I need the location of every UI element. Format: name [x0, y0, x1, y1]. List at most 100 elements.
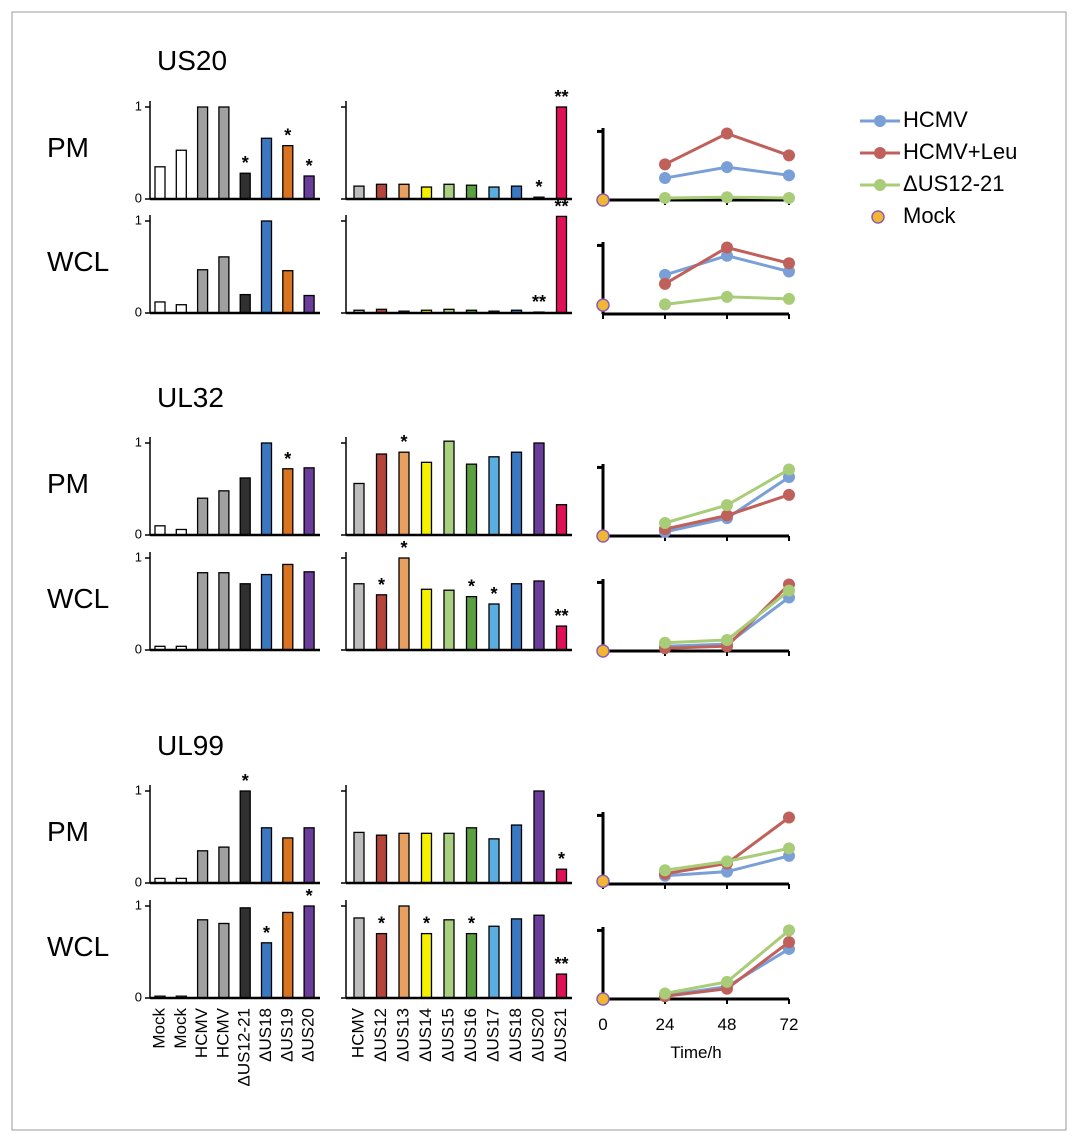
- bar: [239, 907, 251, 999]
- bar: [533, 580, 545, 651]
- legend-marker: [874, 179, 886, 191]
- data-point: [596, 644, 610, 658]
- data-point: [783, 936, 795, 949]
- data-point: [659, 636, 671, 649]
- bar: [353, 917, 365, 999]
- group-title: US20: [157, 45, 227, 76]
- bar: [303, 905, 315, 999]
- significance-mark: *: [490, 584, 497, 604]
- significance-mark: **: [554, 196, 568, 216]
- bar: [375, 932, 388, 999]
- row-label: PM: [47, 816, 89, 847]
- x-tick-label: HCMV: [192, 1007, 211, 1058]
- bar: [488, 456, 500, 536]
- y-tick-label: 1: [135, 212, 142, 227]
- x-tick-label: ΔUS18: [506, 1008, 525, 1062]
- data-point: [783, 149, 795, 162]
- bar: [218, 256, 230, 314]
- bar: [420, 588, 433, 651]
- data-point: [721, 290, 733, 303]
- bar: [239, 172, 251, 200]
- data-point: [783, 169, 795, 182]
- y-tick-label: 0: [135, 526, 142, 541]
- bar: [260, 137, 273, 200]
- x-tick-label: 72: [780, 1015, 799, 1034]
- bar: [510, 185, 523, 200]
- bar: [555, 973, 568, 999]
- significance-mark: *: [468, 914, 475, 934]
- x-tick-label: 24: [656, 1015, 675, 1034]
- bar: [420, 832, 433, 884]
- y-tick-label: 0: [135, 190, 142, 205]
- y-tick-label: 1: [135, 434, 142, 449]
- bar: [282, 911, 294, 999]
- significance-mark: *: [306, 156, 313, 176]
- data-point: [721, 509, 733, 522]
- data-point: [659, 277, 671, 290]
- legend-label: HCMV+Leu: [903, 139, 1017, 164]
- significance-mark: **: [532, 292, 546, 312]
- bar: [510, 824, 523, 884]
- bar: [488, 186, 500, 200]
- bar: [465, 463, 478, 536]
- x-tick-label: ΔUS14: [416, 1008, 435, 1062]
- x-tick-label: ΔUS12-21: [235, 1008, 254, 1086]
- bar: [282, 563, 294, 651]
- data-point: [721, 975, 733, 988]
- x-tick-label: ΔUS18: [256, 1008, 275, 1062]
- row-label: WCL: [47, 931, 109, 962]
- bar: [510, 918, 523, 999]
- data-point: [721, 161, 733, 174]
- y-tick-label: 1: [135, 98, 142, 113]
- legend-label: Mock: [903, 203, 957, 228]
- y-tick-label: 0: [135, 874, 142, 889]
- bar: [555, 868, 568, 884]
- data-point: [721, 191, 733, 204]
- data-point: [783, 924, 795, 937]
- bar: [154, 525, 166, 536]
- bar: [375, 834, 388, 884]
- legend-label: ΔUS12-21: [903, 171, 1005, 196]
- significance-mark: *: [284, 449, 291, 469]
- data-point: [783, 257, 795, 270]
- frame: [11, 11, 1067, 1131]
- data-point: [659, 158, 671, 171]
- significance-mark: *: [400, 538, 407, 558]
- legend-marker: [871, 210, 885, 224]
- bar: [375, 453, 388, 536]
- significance-mark: **: [554, 87, 568, 107]
- significance-mark: *: [306, 886, 313, 906]
- bar: [398, 183, 410, 200]
- data-point: [596, 529, 610, 543]
- x-tick-label: 0: [598, 1015, 607, 1034]
- data-point: [659, 172, 671, 185]
- x-tick-label: ΔUS21: [551, 1008, 570, 1062]
- bar: [282, 270, 294, 314]
- bar: [303, 467, 315, 536]
- bar: [555, 106, 568, 200]
- bar: [533, 790, 545, 884]
- y-tick-label: 1: [135, 549, 142, 564]
- bar: [488, 925, 500, 999]
- data-point: [721, 127, 733, 140]
- bar: [218, 846, 230, 884]
- data-point: [783, 265, 795, 278]
- bar: [196, 497, 209, 536]
- bar: [465, 184, 478, 200]
- y-tick-label: 0: [135, 304, 142, 319]
- bar: [303, 294, 315, 314]
- data-point: [721, 865, 733, 878]
- row-label: WCL: [47, 246, 109, 277]
- bar: [398, 905, 410, 999]
- bar: [196, 850, 209, 884]
- bar: [175, 149, 187, 200]
- bar: [303, 571, 315, 651]
- group-title: UL99: [157, 730, 224, 761]
- x-tick-label: ΔUS12: [371, 1008, 390, 1062]
- data-point: [721, 634, 733, 647]
- bar: [260, 220, 273, 314]
- y-tick-label: 1: [135, 897, 142, 912]
- data-point: [783, 463, 795, 476]
- bar: [260, 442, 273, 536]
